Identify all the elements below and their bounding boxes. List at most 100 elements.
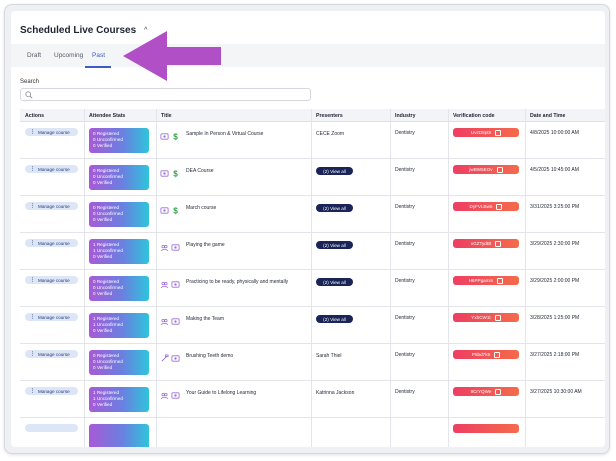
people-icon xyxy=(160,387,169,399)
webinar-icon xyxy=(160,128,169,140)
column-header-title: Title xyxy=(161,113,172,119)
course-datetime: 3/28/2025 1:25:00 PM xyxy=(530,315,580,321)
verification-code-badge[interactable]: YxhCW1t xyxy=(453,313,519,322)
manage-course-button[interactable] xyxy=(25,424,78,432)
section-title: Scheduled Live Courses xyxy=(20,25,137,36)
tab-upcoming[interactable]: Upcoming xyxy=(54,52,84,59)
manage-course-label: Manage course xyxy=(38,388,70,394)
manage-course-label: Manage course xyxy=(38,203,70,209)
copy-icon[interactable] xyxy=(495,240,502,247)
verification-code-badge[interactable]: H6PPgamm xyxy=(453,276,519,285)
section-header[interactable]: Scheduled Live Courses ^ xyxy=(20,25,147,36)
people-icon xyxy=(160,276,169,288)
verification-code-badge[interactable]: P5bd7k9 xyxy=(453,350,519,359)
course-type-icons: $ xyxy=(160,128,180,142)
manage-course-button[interactable]: ⋮ Manage course xyxy=(25,387,78,395)
manage-course-button[interactable]: ⋮ Manage course xyxy=(25,202,78,210)
course-datetime: 4/8/2025 10:00:00 AM xyxy=(530,130,579,136)
table-header: Actions Attendee Stats Title Presenters … xyxy=(20,109,605,122)
column-header-date-time: Date and Time xyxy=(530,113,566,119)
copy-icon[interactable] xyxy=(494,314,501,321)
dollar-icon: $ xyxy=(171,128,180,142)
verification-code-badge[interactable]: DyFVLBw5 xyxy=(453,202,519,211)
table-row: ⋮ Manage course 0 Registered 0 Unconfirmed 0… xyxy=(20,344,605,381)
people-icon xyxy=(160,313,169,325)
manage-course-button[interactable]: ⋮ Manage course xyxy=(25,165,78,173)
copy-icon[interactable] xyxy=(496,166,503,173)
copy-icon[interactable] xyxy=(495,388,502,395)
table-row: ⋮ Manage course 0 Registered 0 Unconfirmed 0… xyxy=(20,122,605,159)
tab-past[interactable]: Past xyxy=(92,52,106,59)
copy-icon[interactable] xyxy=(494,351,501,358)
copy-icon[interactable] xyxy=(495,129,502,136)
courses-table: Actions Attendee Stats Title Presenters … xyxy=(20,109,605,447)
verification-code-badge[interactable]: jwBW5EOv xyxy=(453,165,519,174)
attendee-stats-badge: 0 Registered 0 Unconfirmed 0 Verified xyxy=(89,276,149,301)
collapse-caret-icon[interactable]: ^ xyxy=(144,27,148,34)
course-datetime: 3/31/2025 3:25:00 PM xyxy=(530,204,580,210)
column-divider xyxy=(448,109,449,447)
registered-count: 0 Registered xyxy=(93,279,120,284)
webinar-icon xyxy=(160,202,169,214)
webinar-icon xyxy=(171,350,180,362)
unconfirmed-count: 0 Unconfirmed xyxy=(93,174,123,179)
verification-code: DyFVLBw5 xyxy=(469,204,493,209)
manage-course-button[interactable]: ⋮ Manage course xyxy=(25,276,78,284)
presenter-name: CECE Zoom xyxy=(316,131,345,137)
registered-count: 0 Registered xyxy=(93,205,120,210)
manage-course-button[interactable]: ⋮ Manage course xyxy=(25,128,78,136)
webinar-icon xyxy=(171,387,180,399)
course-title: Your Guide to Lifelong Learning xyxy=(186,390,257,396)
verification-code-badge[interactable]: xGZTydBt xyxy=(453,239,519,248)
unconfirmed-count: 0 Unconfirmed xyxy=(93,359,123,364)
people-icon xyxy=(160,239,169,251)
search-label: Search xyxy=(20,79,40,85)
industry-value: Dentistry xyxy=(395,352,415,358)
verification-code: UvzD8pt8 xyxy=(470,130,492,135)
view-all-presenters-button[interactable]: (2) View all xyxy=(316,315,353,323)
course-title: Making the Team xyxy=(186,316,224,322)
search-input[interactable] xyxy=(37,90,307,100)
industry-value: Dentistry xyxy=(395,389,415,395)
course-type-icons xyxy=(160,239,180,251)
view-all-presenters-button[interactable]: (2) View all xyxy=(316,278,353,286)
registered-count: 0 Registered xyxy=(93,168,120,173)
column-header-actions: Actions xyxy=(25,113,45,119)
verification-code-badge[interactable]: 9CrYQWe xyxy=(453,387,519,396)
attendee-stats-badge: 0 Registered 0 Unconfirmed 0 Verified xyxy=(89,350,149,375)
verification-code-badge[interactable]: UvzD8pt8 xyxy=(453,128,519,137)
course-type-icons xyxy=(160,387,180,399)
manage-course-button[interactable]: ⋮ Manage course xyxy=(25,313,78,321)
attendee-stats-badge: 1 Registered 1 Unconfirmed 0 Verified xyxy=(89,239,149,264)
manage-course-button[interactable]: ⋮ Manage course xyxy=(25,239,78,247)
course-title: March course xyxy=(186,205,217,211)
manage-course-button[interactable]: ⋮ Manage course xyxy=(25,350,78,358)
view-all-presenters-button[interactable]: (2) View all xyxy=(316,241,353,249)
column-header-attendee-stats: Attendee Stats xyxy=(89,113,126,119)
industry-value: Dentistry xyxy=(395,241,415,247)
verification-code: P5bd7k9 xyxy=(471,352,491,357)
course-title: Practicing to be ready, physically and m… xyxy=(186,279,289,285)
webinar-icon xyxy=(171,313,180,325)
attendee-stats-badge: 0 Registered 0 Unconfirmed 0 Verified xyxy=(89,165,149,190)
column-divider xyxy=(156,109,157,447)
annotation-arrow-icon xyxy=(123,31,221,81)
table-row: ⋮ Manage course 0 Registered 0 Unconfirmed 0… xyxy=(20,270,605,307)
industry-value: Dentistry xyxy=(395,130,415,136)
search-box[interactable] xyxy=(20,88,311,101)
verification-code-badge[interactable] xyxy=(453,424,519,433)
course-datetime: 3/29/2025 2:30:00 PM xyxy=(530,241,580,247)
more-dots-icon: ⋮ xyxy=(30,129,35,135)
tab-draft[interactable]: Draft xyxy=(27,52,42,59)
svg-text:$: $ xyxy=(173,207,178,215)
copy-icon[interactable] xyxy=(496,203,503,210)
column-divider xyxy=(84,109,85,447)
registered-count: 0 Registered xyxy=(93,353,120,358)
svg-text:$: $ xyxy=(173,133,178,141)
manage-course-label: Manage course xyxy=(38,351,70,357)
copy-icon[interactable] xyxy=(497,277,504,284)
view-all-presenters-button[interactable]: (2) View all xyxy=(316,204,353,212)
verification-code: H6PPgamm xyxy=(468,278,494,283)
course-title: Playing the game xyxy=(186,242,225,248)
view-all-presenters-button[interactable]: (2) View all xyxy=(316,167,353,175)
